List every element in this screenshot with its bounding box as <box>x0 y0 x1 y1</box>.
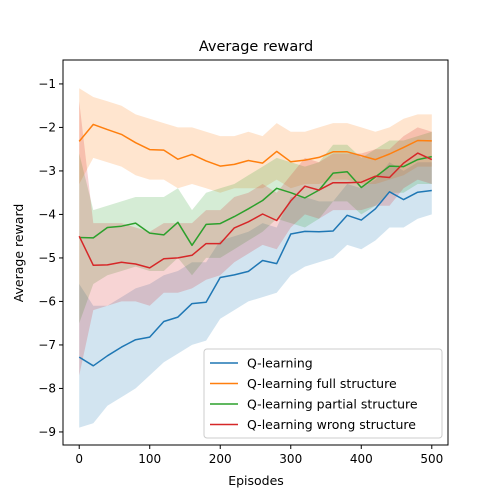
x-tick-label: 200 <box>209 452 232 466</box>
y-tick-label: −4 <box>38 207 56 221</box>
legend-label-3: Q-learning wrong structure <box>247 417 416 432</box>
y-tick-label: −3 <box>38 164 56 178</box>
y-tick-label: −1 <box>38 77 56 91</box>
y-axis-label: Average reward <box>11 204 26 303</box>
x-tick-label: 500 <box>420 452 443 466</box>
chart-title: Average reward <box>199 39 313 55</box>
y-tick-label: −5 <box>38 251 56 265</box>
legend-label-2: Q-learning partial structure <box>247 397 418 412</box>
y-tick-label: −2 <box>38 120 56 134</box>
x-axis-label: Episodes <box>228 473 284 488</box>
legend: Q-learning Q-learning full structure Q-lea… <box>204 349 442 438</box>
x-axis: 0 100 200 300 400 500 <box>75 445 443 466</box>
x-tick-label: 0 <box>75 452 83 466</box>
y-axis: −9 −8 −7 −6 −5 −4 −3 −2 −1 <box>38 77 63 439</box>
y-tick-label: −8 <box>38 381 56 395</box>
y-tick-label: −9 <box>38 425 56 439</box>
y-tick-label: −7 <box>38 338 56 352</box>
legend-label-0: Q-learning <box>247 356 313 371</box>
legend-label-1: Q-learning full structure <box>247 376 397 391</box>
x-tick-label: 100 <box>138 452 161 466</box>
x-tick-label: 400 <box>350 452 373 466</box>
x-tick-label: 300 <box>279 452 302 466</box>
y-tick-label: −6 <box>38 294 56 308</box>
